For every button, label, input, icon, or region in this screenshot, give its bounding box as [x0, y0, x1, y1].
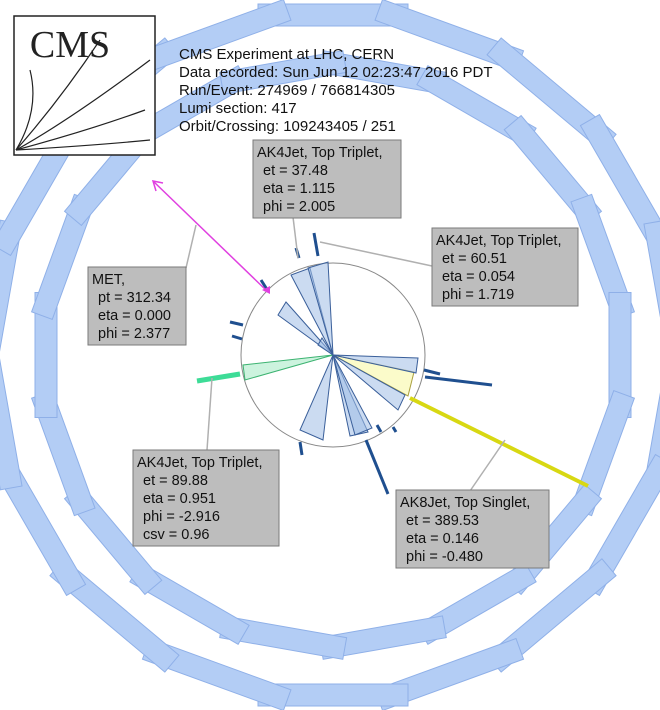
label-box	[431, 227, 579, 307]
header-line: Run/Event: 274969 / 766814305	[179, 82, 395, 99]
track	[364, 439, 390, 495]
track	[229, 320, 244, 327]
label-line: eta = 0.146	[406, 531, 479, 547]
label-line: phi = 2.377	[98, 326, 170, 342]
connector	[185, 224, 197, 269]
track	[231, 334, 243, 341]
logo-tracks	[15, 39, 151, 151]
connector	[292, 216, 299, 259]
logo-frame	[13, 15, 156, 156]
label-line: eta = 0.054	[442, 269, 515, 285]
ak8-jet-line	[409, 396, 589, 488]
track	[424, 375, 493, 387]
header-line: Lumi section: 417	[179, 100, 297, 117]
jet-wedge	[332, 354, 406, 411]
header-line: Data recorded: Sun Jun 12 02:23:47 2016 …	[179, 64, 493, 81]
jet-wedge	[317, 337, 334, 356]
connector	[319, 241, 433, 267]
labels: AK4Jet, Top Triplet, et = 37.48 eta = 1.11…	[87, 139, 579, 569]
jet-wedges	[242, 261, 419, 441]
jet-wedge	[332, 354, 373, 436]
label-line: eta = 0.000	[98, 308, 171, 324]
label-line: pt = 312.34	[98, 290, 171, 306]
met-arrow	[151, 180, 270, 294]
jet-wedge	[277, 301, 334, 356]
label-line: et = 37.48	[263, 163, 328, 179]
label-box	[395, 489, 550, 569]
label-box	[252, 139, 402, 219]
met-arrowhead	[151, 180, 164, 192]
jet-wedge	[307, 261, 334, 356]
label-box	[132, 449, 280, 547]
logo: CMS	[13, 15, 156, 156]
hcal-deposit	[196, 371, 241, 384]
label-line: phi = -2.916	[143, 509, 220, 525]
label-line: et = 389.53	[406, 513, 479, 529]
label-line: eta = 0.951	[143, 491, 216, 507]
connectors	[185, 216, 506, 492]
detector-bar	[0, 337, 23, 491]
label-title: AK8Jet, Top Singlet,	[400, 495, 530, 511]
detector-bar	[579, 113, 660, 257]
label-line: phi = 1.719	[442, 287, 514, 303]
met-marker	[262, 286, 270, 294]
label-title: AK4Jet, Top Triplet,	[257, 145, 382, 161]
label-line: et = 89.88	[143, 473, 208, 489]
detector-bar	[219, 50, 348, 95]
label-line: eta = 1.115	[263, 181, 335, 197]
label-line: csv = 0.96	[143, 527, 210, 543]
detector-bar	[643, 219, 660, 373]
header: CMS Experiment at LHC, CERN Data recorde…	[179, 46, 493, 135]
label-line: et = 60.51	[442, 251, 507, 267]
jet-wedge	[299, 354, 334, 441]
logo-text: CMS	[30, 24, 110, 66]
label-title: AK4Jet, Top Triplet,	[436, 233, 561, 249]
connector	[206, 377, 213, 451]
label-line: phi = -0.480	[406, 549, 483, 565]
track	[312, 232, 320, 257]
jet-wedge	[332, 354, 419, 374]
label-line: phi = 2.005	[263, 199, 335, 215]
met-line	[152, 180, 269, 293]
label-title: MET,	[92, 272, 125, 288]
track	[391, 426, 398, 433]
jet-wedge	[242, 354, 334, 381]
track	[423, 368, 441, 376]
track	[298, 441, 304, 456]
track	[375, 424, 383, 433]
header-line: Orbit/Crossing: 109243405 / 251	[179, 118, 396, 135]
header-line: CMS Experiment at LHC, CERN	[179, 46, 394, 63]
label-title: AK4Jet, Top Triplet,	[137, 455, 262, 471]
connector	[469, 439, 506, 492]
label-box	[87, 266, 187, 346]
